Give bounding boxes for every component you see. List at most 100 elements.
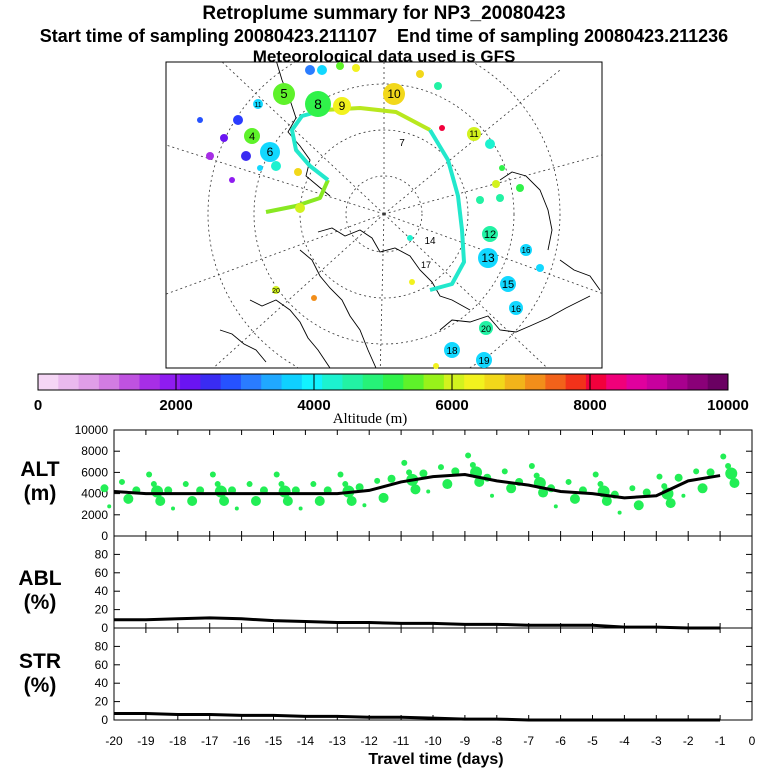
colorbar-swatch (38, 374, 59, 390)
colorbar-swatch (301, 374, 323, 390)
colorbar-tick-label: 0 (34, 397, 42, 414)
colorbar-swatch (606, 374, 628, 390)
colorbar-swatch (159, 374, 181, 390)
plume-dot (442, 479, 453, 490)
plume-dot (234, 506, 239, 511)
y-tick-label: 0 (101, 529, 108, 543)
plume-dot (697, 483, 708, 494)
plume-dot (506, 483, 517, 494)
y-tick-label: 20 (95, 695, 109, 709)
colorbar-swatch (240, 374, 262, 390)
plume-dot (437, 464, 444, 471)
str-yticks: 0 20 40 60 80 (95, 628, 753, 727)
y-tick-label: 40 (95, 584, 109, 598)
map-day-label: 6 (267, 145, 274, 159)
map-day-label: 13 (481, 251, 495, 265)
plume-dot (100, 484, 109, 493)
x-tick-label: -13 (329, 734, 347, 748)
abl-series-line (114, 616, 721, 630)
sampling-end: End time of sampling 20080423.211236 (397, 26, 729, 46)
plume-dot (187, 496, 198, 507)
x-axis-label: Travel time (days) (368, 751, 503, 768)
plume-dot (729, 478, 740, 488)
map-day-label: 10 (387, 87, 401, 101)
alt-frame (113, 429, 753, 537)
str-ylabel: STR (19, 650, 61, 673)
colorbar-swatch (220, 374, 242, 390)
x-tick-label: 0 (749, 734, 756, 748)
colorbar: 0 2000 4000 6000 8000 10000 (34, 373, 749, 414)
met-data-label: Meteorological data used is GFS (252, 47, 516, 66)
plume-dot (410, 484, 421, 495)
colorbar-tick-label: 4000 (297, 397, 330, 414)
colorbar-swatch (342, 374, 364, 390)
colorbar-swatch (484, 374, 506, 390)
colorbar-tick-label: 8000 (573, 397, 606, 414)
plume-dot (629, 485, 636, 492)
plume-dot (661, 483, 668, 490)
colorbar-swatch (139, 374, 161, 390)
colorbar-swatch (545, 374, 567, 390)
colorbar-swatch (281, 374, 303, 390)
alt-ylabel: ALT (20, 458, 59, 481)
x-tick-label: -20 (105, 734, 123, 748)
str-panel: 0 20 40 60 80 STR (%) (19, 627, 753, 727)
plume-dot (725, 467, 738, 480)
map-day-label: 16 (511, 304, 521, 314)
map-day-label: 15 (502, 279, 514, 291)
plume-dot (155, 496, 166, 507)
plume-dot (314, 496, 325, 507)
alt-plume-dots (100, 452, 740, 515)
colorbar-swatch (707, 374, 729, 390)
alt-unit: (m) (24, 482, 57, 505)
plume-dot (538, 487, 549, 498)
y-tick-label: 10000 (75, 423, 109, 437)
plume-dot (617, 510, 622, 515)
x-axis: -20 -19 -18 -17 -16 -15 -14 -13 -12 -11 -10 -9 -8 -7-… (105, 734, 755, 748)
colorbar-swatch (383, 374, 404, 390)
map-day-label: 11 (254, 102, 261, 109)
colorbar-swatch (667, 374, 688, 390)
colorbar-swatch (423, 374, 445, 390)
x-tick-label: -14 (297, 734, 315, 748)
x-tick-label: -17 (201, 734, 219, 748)
plume-dot (426, 489, 431, 494)
plume-dot (278, 485, 291, 498)
colorbar-tick-label: 2000 (159, 397, 192, 414)
plume-dot (355, 483, 364, 492)
y-tick-label: 8000 (81, 444, 108, 458)
plume-dot (387, 474, 396, 483)
colorbar-swatch (403, 374, 425, 390)
colorbar-tick-label: 10000 (707, 397, 749, 414)
plume-dot (150, 481, 157, 488)
plume-dot (469, 461, 476, 468)
map-day-label: 14 (424, 236, 436, 247)
plume-dot (118, 478, 125, 485)
x-tick-label: -10 (424, 734, 442, 748)
y-tick-label: 0 (101, 713, 108, 727)
colorbar-swatch (525, 374, 546, 390)
plume-dot (553, 504, 558, 509)
plume-dot (465, 452, 472, 459)
x-tick-label: -12 (361, 734, 379, 748)
x-tick-label: -9 (460, 734, 471, 748)
colorbar-swatch (119, 374, 140, 390)
plume-dot (250, 496, 261, 507)
plume-dot (246, 481, 253, 488)
colorbar-swatch (98, 374, 120, 390)
y-tick-label: 40 (95, 676, 109, 690)
colorbar-frame (37, 373, 729, 391)
plume-dot (642, 488, 651, 497)
colorbar-swatch (261, 374, 283, 390)
plume-dot (146, 471, 153, 478)
polar-grid (166, 62, 602, 368)
x-tick-label: -19 (137, 734, 155, 748)
map-panel: 5 8 9 10 11 4 6 7 12 13 14 15 16 17 16 1… (165, 61, 603, 369)
y-tick-label: 60 (95, 566, 109, 580)
colorbar-swatch (464, 374, 485, 390)
colorbar-swatch (646, 374, 668, 390)
plume-dot (219, 496, 230, 507)
x-tick-label: -7 (523, 734, 534, 748)
